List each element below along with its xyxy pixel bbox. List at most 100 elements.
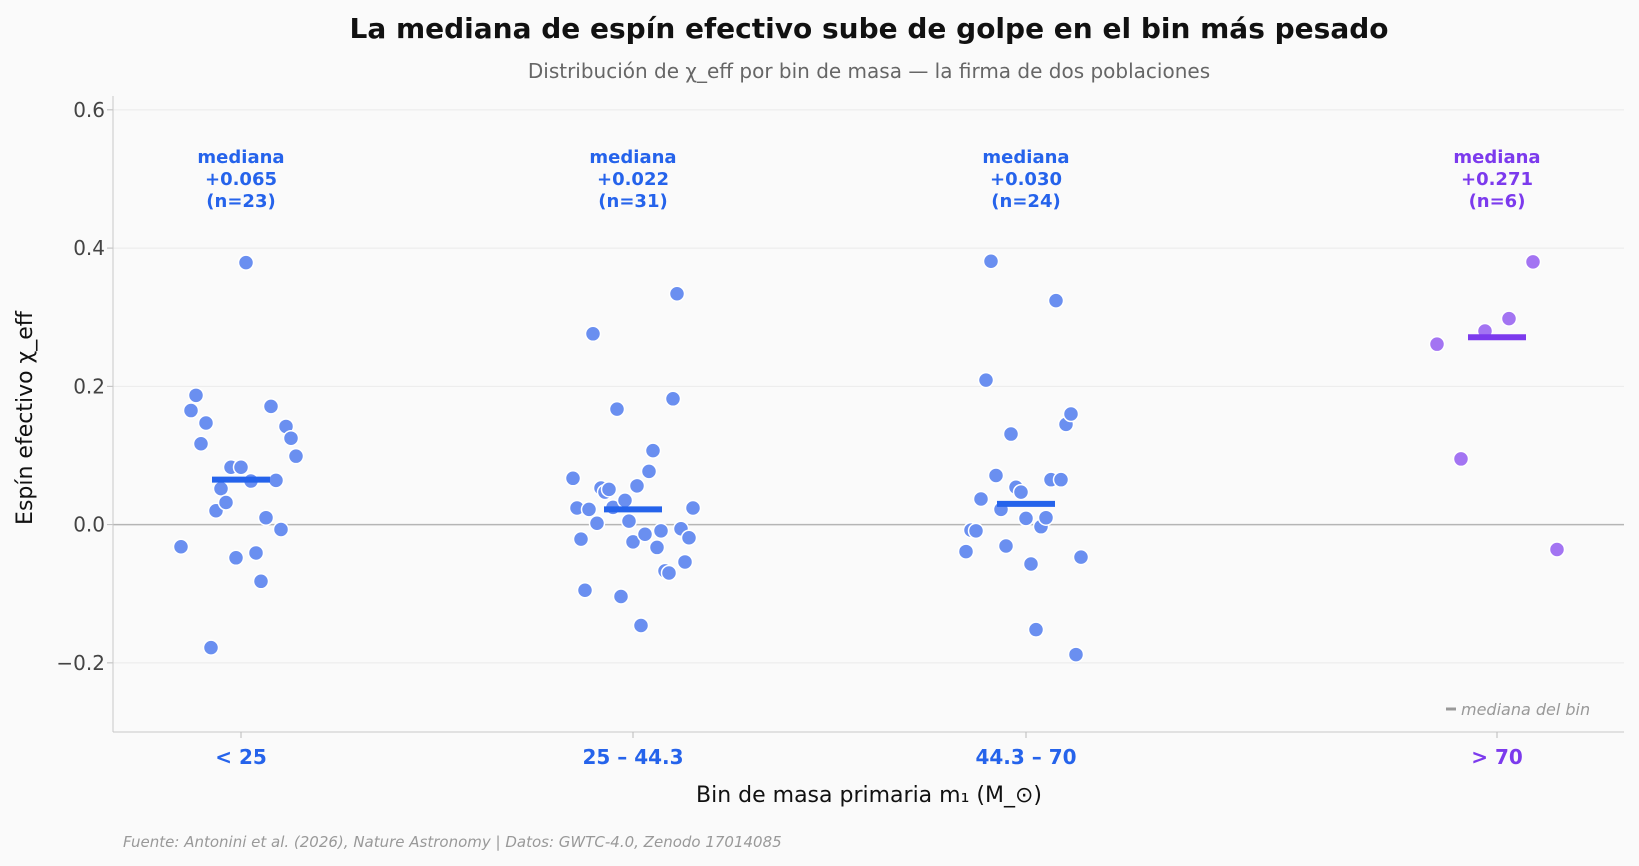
data-point: [217, 494, 235, 511]
data-point: [252, 573, 270, 590]
data-point: [668, 285, 686, 302]
legend-label: mediana del bin: [1461, 700, 1590, 719]
data-point: [1062, 405, 1080, 423]
data-point: [600, 481, 618, 498]
x-category-label: 44.3 – 70: [975, 745, 1076, 769]
median-annotation-value: +0.271: [1461, 169, 1533, 190]
median-annotation-value: +0.030: [990, 169, 1062, 190]
data-point: [644, 442, 662, 459]
axes-layer: −0.2 0.0 0.2 0.4 0.6 < 25 25 – 44.3 44.3 – 70 > …: [56, 96, 1624, 769]
data-point: [1012, 483, 1030, 501]
median-annotation-title: mediana: [1453, 147, 1540, 168]
data-point: [612, 588, 630, 605]
median-annotation-value: +0.065: [205, 169, 277, 190]
median-annotation-value: +0.022: [597, 169, 669, 190]
source-note: Fuente: Antonini et al. (2026), Nature A…: [123, 833, 782, 851]
data-point: [247, 544, 265, 562]
data-point: [576, 582, 594, 599]
data-point: [588, 514, 606, 532]
data-point: [187, 387, 205, 404]
data-point: [227, 549, 245, 567]
data-point: [1047, 292, 1065, 309]
data-point: [202, 639, 220, 656]
data-point: [676, 553, 694, 571]
data-point: [967, 522, 985, 540]
x-axis-label: Bin de masa primaria m₁ (M_⊙): [696, 783, 1042, 808]
data-point: [257, 509, 275, 526]
median-annotation-title: mediana: [197, 147, 284, 168]
median-annotation-count: (n=31): [598, 191, 667, 212]
data-point: [1037, 509, 1055, 526]
data-point: [648, 539, 666, 556]
data-point: [620, 512, 638, 530]
data-point: [972, 490, 990, 508]
legend: mediana del bin: [1446, 700, 1590, 719]
data-point: [1524, 253, 1542, 271]
data-point: [680, 529, 698, 546]
data-point: [267, 472, 285, 489]
annotation-layer: mediana+0.065(n=23)mediana+0.022(n=31)me…: [197, 147, 1540, 212]
data-point: [997, 537, 1015, 555]
data-point: [1017, 510, 1035, 527]
x-category-label: 25 – 44.3: [582, 745, 683, 769]
data-point: [192, 435, 210, 452]
data-point: [982, 252, 1000, 270]
y-tick-label: 0.6: [73, 98, 105, 122]
data-point: [1428, 335, 1446, 353]
data-point: [564, 470, 582, 487]
data-point: [1548, 541, 1566, 558]
data-point: [624, 533, 642, 551]
data-point: [584, 325, 602, 343]
data-point: [1027, 621, 1045, 638]
data-point: [1452, 450, 1470, 468]
median-layer: [212, 334, 1526, 513]
data-point: [957, 543, 975, 560]
points-layer: [172, 252, 1566, 663]
median-annotation-count: (n=23): [206, 191, 275, 212]
data-point: [616, 492, 634, 509]
data-point: [182, 402, 200, 419]
data-point: [237, 254, 255, 271]
data-point: [272, 521, 290, 538]
data-point: [632, 617, 650, 634]
grid-layer: [113, 109, 1624, 664]
data-point: [628, 477, 646, 495]
data-point: [684, 499, 702, 517]
y-tick-label: 0.2: [73, 374, 105, 398]
data-point: [652, 522, 670, 540]
data-point: [1002, 425, 1020, 443]
data-point: [1022, 555, 1040, 573]
median-annotation-title: mediana: [589, 147, 676, 168]
data-point: [212, 480, 230, 497]
chart-subtitle: Distribución de χ_eff por bin de masa — …: [528, 59, 1210, 83]
data-point: [608, 400, 626, 418]
data-point: [977, 371, 995, 389]
data-point: [640, 463, 658, 480]
y-tick-label: 0.4: [73, 236, 105, 260]
data-point: [664, 390, 682, 408]
y-tick-label: −0.2: [56, 651, 105, 675]
data-point: [987, 467, 1005, 484]
chart-title: La mediana de espín efectivo sube de gol…: [349, 12, 1388, 45]
data-point: [580, 501, 598, 518]
data-point: [1067, 646, 1085, 663]
median-annotation-title: mediana: [982, 147, 1069, 168]
median-annotation-count: (n=24): [991, 191, 1060, 212]
x-category-label: > 70: [1471, 745, 1523, 769]
data-point: [660, 564, 678, 582]
data-point: [1500, 310, 1518, 327]
median-annotation-count: (n=6): [1469, 191, 1526, 212]
data-point: [232, 458, 250, 476]
data-point: [197, 414, 215, 432]
data-point: [1072, 548, 1090, 566]
data-point: [287, 447, 305, 465]
x-category-label: < 25: [215, 745, 267, 769]
data-point: [172, 538, 190, 555]
data-point: [282, 429, 300, 447]
data-point: [636, 526, 654, 543]
data-point: [1052, 471, 1070, 488]
data-point: [572, 530, 590, 548]
y-axis-label: Espín efectivo χ_eff: [13, 310, 38, 525]
